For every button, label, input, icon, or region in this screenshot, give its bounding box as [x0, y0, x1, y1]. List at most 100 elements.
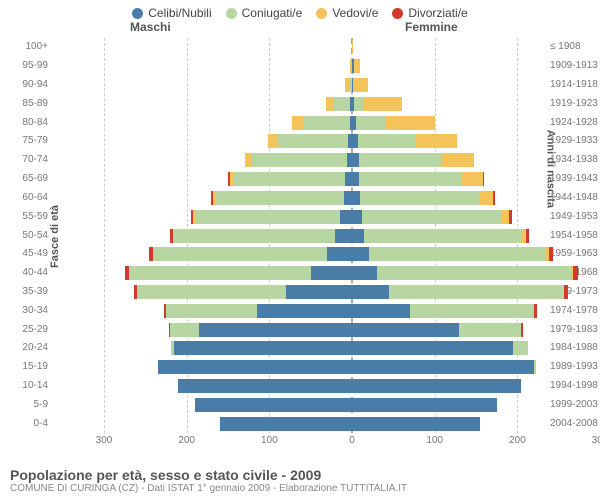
bar-seg-female-c: [352, 229, 364, 243]
x-tick-label: 100: [426, 435, 443, 446]
bar-seg-female-d: [526, 229, 529, 243]
bar-row: [104, 116, 600, 130]
bar-seg-female-d: [573, 266, 578, 280]
bar-seg-female-v: [354, 59, 361, 73]
bar-seg-female-v: [441, 153, 474, 167]
age-label: 50-54: [12, 231, 48, 241]
age-label: 85-89: [12, 99, 48, 109]
bar-row: [104, 285, 600, 299]
bar-seg-male-d: [211, 191, 213, 205]
bar-row: [104, 172, 600, 186]
bar-seg-male-co: [252, 153, 347, 167]
bar-seg-male-v: [193, 210, 195, 224]
bar-row: [104, 153, 600, 167]
bar-seg-female-d: [549, 247, 553, 261]
bar-seg-male-c: [199, 323, 352, 337]
bar-seg-female-v: [502, 210, 509, 224]
bar-row: [104, 229, 600, 243]
bar-seg-female-v: [364, 97, 401, 111]
legend-label: Coniugati/e: [242, 6, 303, 20]
bar-seg-male-v: [213, 191, 215, 205]
bar-row: [104, 97, 600, 111]
bar-row: [104, 266, 600, 280]
bar-seg-female-co: [459, 323, 521, 337]
gender-headers: Maschi Femmine: [0, 20, 600, 38]
bar-seg-male-v: [245, 153, 252, 167]
bar-seg-female-co: [534, 360, 536, 374]
footer-subtitle: COMUNE DI CURINGA (CZ) - Dati ISTAT 1° g…: [10, 483, 407, 494]
bar-seg-male-co: [304, 116, 349, 130]
bar-seg-male-c: [340, 210, 352, 224]
age-label: 45-49: [12, 249, 48, 259]
y-left-labels: 100+95-9990-9485-8980-8475-7970-7465-696…: [12, 38, 48, 433]
bar-seg-female-co: [377, 266, 571, 280]
bar-row: [104, 323, 600, 337]
bar-seg-male-d: [134, 285, 137, 299]
legend: Celibi/Nubili Coniugati/e Vedovi/e Divorzia…: [0, 0, 600, 20]
legend-swatch: [226, 8, 237, 19]
age-label: 80-84: [12, 118, 48, 128]
bar-seg-female-co: [364, 229, 521, 243]
bar-seg-male-co: [171, 341, 174, 355]
bar-seg-male-d: [149, 247, 153, 261]
bar-seg-female-v: [354, 78, 368, 92]
age-label: 60-64: [12, 193, 48, 203]
age-label: 15-19: [12, 362, 48, 372]
bars: [104, 38, 600, 433]
bar-seg-male-c: [158, 360, 352, 374]
bar-seg-male-d: [191, 210, 193, 224]
bar-seg-male-d: [164, 304, 166, 318]
bar-seg-male-v: [173, 229, 174, 243]
bar-seg-male-co: [166, 304, 257, 318]
bar-seg-female-c: [352, 304, 410, 318]
age-label: 70-74: [12, 155, 48, 165]
footer-title: Popolazione per età, sesso e stato civil…: [10, 467, 407, 483]
bar-row: [104, 134, 600, 148]
legend-label: Vedovi/e: [332, 6, 378, 20]
bar-seg-male-d: [169, 323, 170, 337]
bar-seg-male-co: [216, 191, 344, 205]
bar-row: [104, 40, 600, 54]
bar-seg-female-v: [352, 40, 353, 54]
legend-swatch: [392, 8, 403, 19]
x-tick-label: 200: [178, 435, 195, 446]
x-tick-label: 100: [261, 435, 278, 446]
bar-seg-female-d: [564, 285, 568, 299]
age-label: 40-44: [12, 268, 48, 278]
bar-seg-female-c: [352, 172, 359, 186]
bar-seg-male-v: [153, 247, 154, 261]
bar-seg-female-v: [385, 116, 435, 130]
bar-seg-male-c: [335, 229, 352, 243]
bar-seg-female-co: [410, 304, 534, 318]
x-tick-label: 300: [592, 435, 600, 446]
age-label: 10-14: [12, 381, 48, 391]
legend-item: Vedovi/e: [316, 6, 378, 20]
bar-row: [104, 417, 600, 431]
bar-seg-male-co: [174, 229, 335, 243]
bar-seg-female-c: [352, 323, 459, 337]
bar-seg-female-c: [352, 417, 480, 431]
bar-seg-male-c: [174, 341, 352, 355]
legend-label: Celibi/Nubili: [148, 6, 211, 20]
legend-swatch: [316, 8, 327, 19]
population-pyramid-chart: Celibi/Nubili Coniugati/e Vedovi/e Divorzia…: [0, 0, 600, 500]
x-tick-label: 200: [509, 435, 526, 446]
age-label: 75-79: [12, 136, 48, 146]
age-label: 90-94: [12, 80, 48, 90]
age-label: 35-39: [12, 287, 48, 297]
bar-seg-male-c: [220, 417, 352, 431]
y-axis-left-title: Fasce di età: [49, 205, 61, 268]
bar-row: [104, 59, 600, 73]
bar-seg-female-c: [352, 210, 362, 224]
bar-seg-female-v: [462, 172, 483, 186]
age-label: 95-99: [12, 61, 48, 71]
legend-label: Divorziati/e: [408, 6, 467, 20]
bar-seg-male-c: [311, 266, 352, 280]
x-tick-label: 0: [349, 435, 355, 446]
bar-seg-male-co: [137, 285, 286, 299]
bar-seg-female-c: [352, 341, 513, 355]
bar-row: [104, 78, 600, 92]
bar-seg-female-co: [362, 210, 503, 224]
bar-seg-female-co: [356, 116, 385, 130]
legend-item: Divorziati/e: [392, 6, 467, 20]
